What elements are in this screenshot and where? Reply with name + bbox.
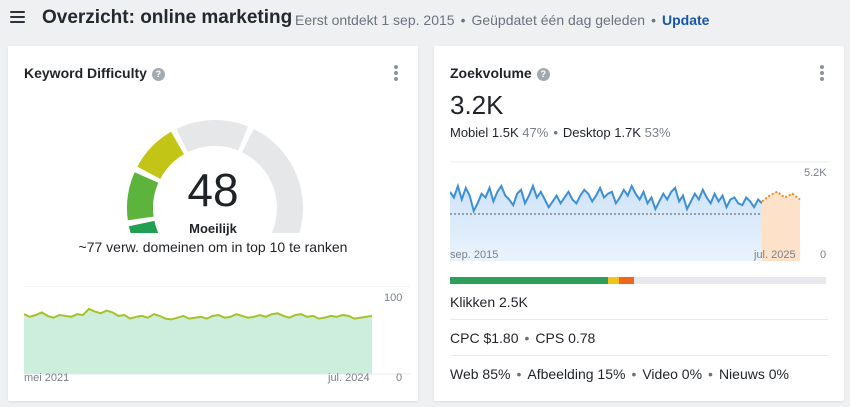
separator-dot: • [651,12,656,28]
mobile-percent: 47% [522,125,549,140]
difficulty-description: ~77 verw. domeinen om in top 10 te ranke… [78,239,348,255]
cps-text: CPS 0.78 [535,330,596,346]
first-seen-text: Eerst ontdekt 1 sep. 2015 [295,12,455,28]
separator-dot: • [524,330,530,346]
y-axis-max-label: 100 [384,292,403,304]
desktop-value: 1.7K [614,125,641,140]
x-axis-start-label: sep. 2015 [450,249,499,261]
mobile-label: Mobiel [450,125,489,140]
ads-clicks-segment [619,277,635,284]
x-axis-end-label: jul. 2024 [328,372,370,384]
search-volume-value: 3.2K [450,90,504,120]
header-meta: Eerst ontdekt 1 sep. 2015 • Geüpdatet één … [295,12,709,28]
serp-video: Video 0% [642,366,703,382]
separator-dot: • [553,125,558,140]
gauge-segment [137,131,184,179]
cpc-cps-row: CPC $1.80 • CPS 0.78 [450,330,828,346]
search-volume-title: Zoekvolume [450,65,532,81]
volume-line [450,182,763,214]
serp-images: Afbeelding 15% [527,366,626,382]
hamburger-menu-icon[interactable] [10,11,25,25]
search-volume-card: Zoekvolume? 3.2K Mobiel 1.5K 47% • Desktop… [434,46,844,401]
clicks-text: Klikken 2.5K [450,294,528,310]
card-title: Zoekvolume? [450,65,550,81]
desktop-percent: 53% [644,125,671,140]
x-axis-start-label: mei 2021 [24,372,70,384]
update-link[interactable]: Update [661,12,710,28]
serp-web: Web 85% [450,366,511,382]
serp-types-row: Web 85% • Afbeelding 15% • Video 0% • Nieuws 0… [450,366,828,382]
y-axis-max-label: 5.2K [804,167,827,179]
updated-text: Geüpdatet één dag geleden [471,12,646,28]
vertical-dots-icon[interactable] [394,65,398,83]
page-header: Overzicht: online marketing Eerst ontdek… [0,0,850,40]
difficulty-line [24,307,373,321]
gauge-segment [128,220,159,233]
question-circle-icon[interactable]: ? [151,68,165,81]
separator-dot: • [516,366,522,382]
separator-dot: • [460,12,466,28]
difficulty-history-chart [24,286,410,375]
search-volume-chart [450,161,830,261]
device-split: Mobiel 1.5K 47% • Desktop 1.7K 53% [450,125,671,140]
x-axis-end-label: jul. 2025 [754,249,796,261]
divider [450,355,828,356]
gauge-segment [176,120,248,153]
difficulty-gauge [127,120,303,233]
page-title: Overzicht: online marketing [42,7,293,28]
volume-area [450,186,762,261]
paid-clicks-segment [607,277,620,284]
forecast-area [762,191,800,261]
forecast-line [761,190,801,203]
difficulty-score: 48 [187,164,239,216]
divider [450,319,828,320]
desktop-label: Desktop [562,125,611,140]
separator-dot: • [631,366,637,382]
organic-clicks-segment [450,277,608,284]
difficulty-level: Moeilijk [189,221,237,236]
clicks-distribution-bar [450,277,826,284]
gauge-segment [242,128,303,233]
difficulty-area [24,308,372,374]
keyword-difficulty-card: Keyword Difficulty? 48 Moeilijk ~77 verw… [8,46,418,401]
serp-news: Nieuws 0% [718,366,789,382]
gauge-segment [127,172,159,221]
keyword-difficulty-title: Keyword Difficulty [24,65,147,81]
cpc-text: CPC $1.80 [450,330,519,346]
mobile-value: 1.5K [491,125,519,140]
vertical-dots-icon[interactable] [820,65,824,83]
y-axis-min-label: 0 [820,249,827,261]
y-axis-min-label: 0 [396,372,403,384]
question-circle-icon[interactable]: ? [536,68,550,81]
card-title: Keyword Difficulty? [24,65,165,81]
separator-dot: • [708,366,713,382]
